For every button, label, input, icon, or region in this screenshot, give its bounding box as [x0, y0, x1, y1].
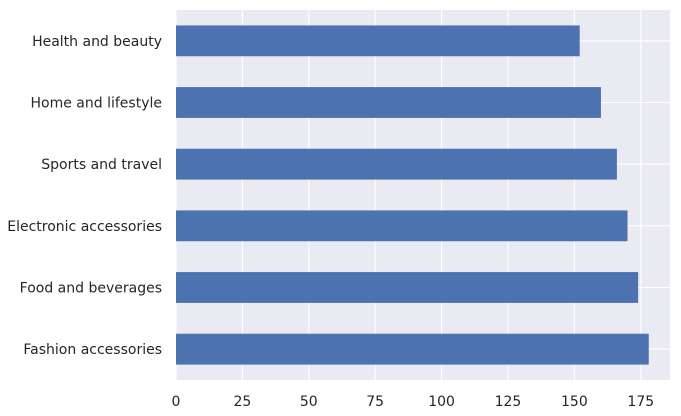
bar: [176, 148, 617, 180]
y-tick-label: Electronic accessories: [7, 219, 162, 235]
y-tick-label: Home and lifestyle: [31, 96, 162, 112]
x-tick-labels: 0 25 50 75 100 125 150 175: [172, 394, 655, 410]
y-tick-label: Health and beauty: [32, 34, 162, 50]
bars: [176, 25, 649, 365]
x-tick-label: 150: [561, 394, 588, 410]
x-tick-label: 125: [495, 394, 522, 410]
bar: [176, 210, 628, 242]
x-tick-label: 0: [172, 394, 181, 410]
bar: [176, 272, 639, 303]
x-tick-label: 25: [233, 394, 251, 410]
bar: [176, 333, 649, 365]
bar: [176, 87, 601, 118]
x-tick-label: 50: [300, 394, 318, 410]
plot-area: [176, 10, 670, 380]
y-tick-label: Food and beverages: [20, 281, 162, 297]
y-tick-label: Fashion accessories: [23, 342, 162, 358]
bar: [176, 25, 580, 57]
x-tick-label: 175: [627, 394, 654, 410]
y-tick-label: Sports and travel: [41, 157, 162, 173]
y-tick-labels: Fashion accessories Food and beverages Ele…: [7, 34, 162, 358]
x-tick-label: 75: [366, 394, 384, 410]
x-tick-label: 100: [428, 394, 455, 410]
